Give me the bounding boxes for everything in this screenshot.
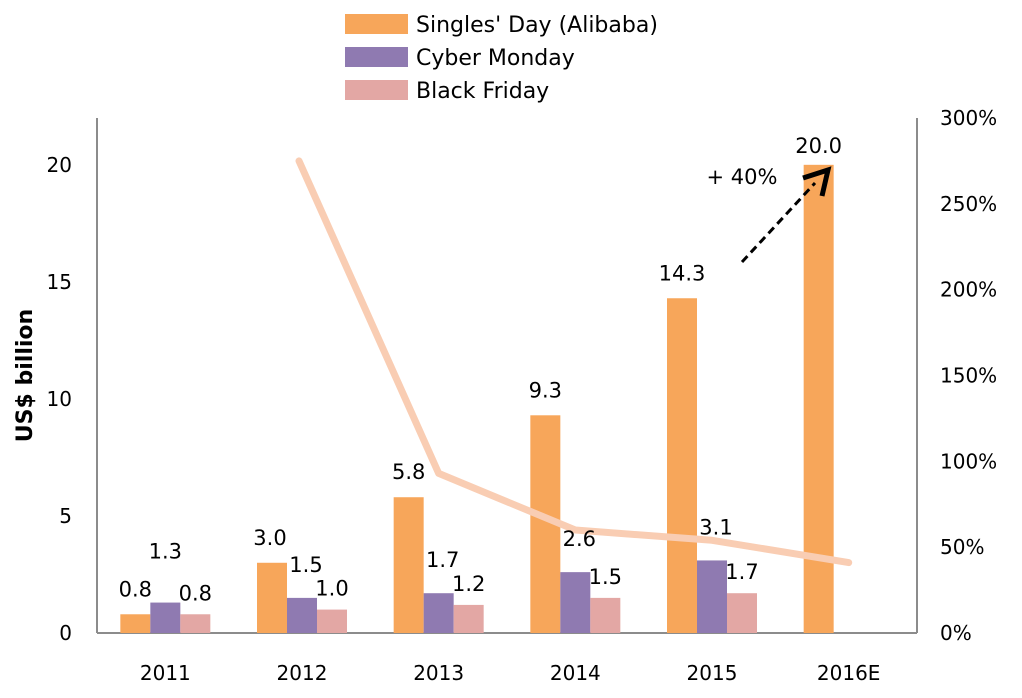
legend-label: Black Friday <box>416 79 549 104</box>
legend-swatch <box>345 14 408 34</box>
x-tick-label: 2016E <box>817 661 881 685</box>
y-axis-title: US$ billion <box>13 309 38 442</box>
legend-label: Singles' Day (Alibaba) <box>416 13 658 38</box>
data-label: 1.5 <box>589 565 622 589</box>
growth-line-path <box>295 157 853 567</box>
data-label: 20.0 <box>795 134 842 158</box>
bar <box>180 614 211 633</box>
legend-label: Cyber Monday <box>416 46 575 71</box>
y2-tick-label: 100% <box>940 449 997 473</box>
bar <box>453 604 484 633</box>
bar <box>590 597 621 633</box>
bar <box>697 560 727 633</box>
data-label: 1.3 <box>149 540 182 564</box>
legend-swatch <box>345 80 408 100</box>
y2-tick-label: 150% <box>940 364 997 388</box>
y-tick-label: 20 <box>47 153 72 177</box>
data-label: 1.7 <box>426 548 459 572</box>
x-tick-label: 2013 <box>413 661 464 685</box>
bar <box>287 597 317 633</box>
data-label: 0.8 <box>179 581 212 605</box>
bar <box>257 562 287 633</box>
data-label: 2.6 <box>563 527 596 551</box>
legend-swatch <box>345 47 408 67</box>
bar <box>393 497 424 633</box>
x-tick-label: 2015 <box>687 661 738 685</box>
data-label: 0.8 <box>119 577 152 601</box>
y-tick-label: 0 <box>59 621 72 645</box>
y-tick-label: 5 <box>59 504 72 528</box>
data-label: 5.8 <box>392 460 425 484</box>
y2-tick-label: 0% <box>940 621 972 645</box>
growth-line <box>295 157 853 567</box>
data-label: 1.5 <box>289 553 322 577</box>
data-label: 14.3 <box>659 261 706 285</box>
x-tick-label: 2011 <box>140 661 191 685</box>
y2-tick-label: 200% <box>940 278 997 302</box>
bar <box>317 609 347 633</box>
x-tick-label: 2014 <box>550 661 601 685</box>
annotation-label: + 40% <box>707 165 778 189</box>
bar <box>727 593 757 633</box>
bar <box>120 614 151 633</box>
legend: Singles' Day (Alibaba) Cyber Monday Black … <box>345 13 658 104</box>
data-label: 1.0 <box>315 577 348 601</box>
data-label: 1.2 <box>452 572 485 596</box>
bar <box>667 298 697 633</box>
data-labels: 0.8 3.0 5.8 9.3 14.3 20.0 1.3 1.5 1.7 2.6 3.1 0.8 1.… <box>119 134 842 605</box>
bar <box>560 572 591 633</box>
annotation: + 40% <box>707 165 832 264</box>
data-label: 3.0 <box>253 526 286 550</box>
y2-tick-label: 50% <box>940 535 984 559</box>
bar <box>150 602 181 633</box>
annotation-arrow-line <box>740 181 817 264</box>
y2-tick-label: 250% <box>940 192 997 216</box>
data-label: 1.7 <box>725 560 758 584</box>
data-label: 9.3 <box>529 378 562 402</box>
y2-tick-label: 300% <box>940 106 997 130</box>
x-tick-label: 2012 <box>277 661 328 685</box>
y-tick-label: 10 <box>47 387 72 411</box>
y-tick-label: 15 <box>47 270 72 294</box>
annotation-arrow-head <box>802 166 832 197</box>
bar <box>423 593 454 633</box>
data-label: 3.1 <box>699 515 732 539</box>
